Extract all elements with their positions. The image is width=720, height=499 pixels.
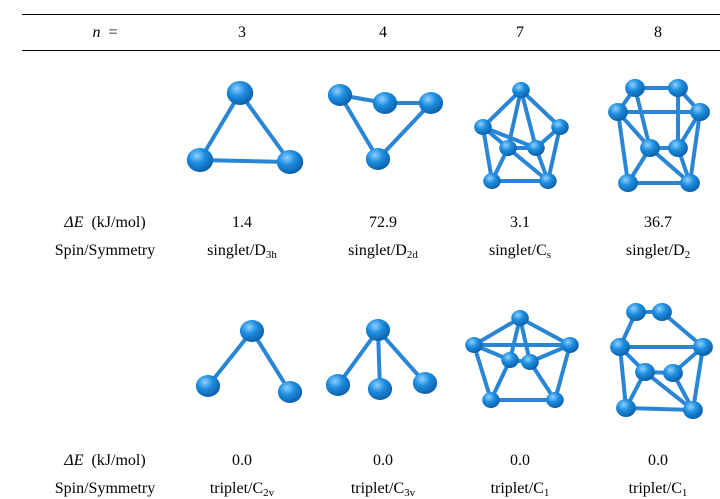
atom xyxy=(227,81,253,105)
delta-e-value: 72.9 xyxy=(313,213,453,233)
atom xyxy=(521,354,539,370)
bond xyxy=(620,347,626,408)
symmetry-text: triplet/C xyxy=(491,480,544,497)
symmetry-value: triplet/C2v xyxy=(172,479,312,499)
atom xyxy=(512,82,530,98)
atom xyxy=(482,392,500,408)
symmetry-value: triplet/C1 xyxy=(588,479,720,499)
bond xyxy=(555,345,570,400)
delta-e-symbol: ΔE xyxy=(64,452,83,469)
atom xyxy=(196,375,220,397)
symmetry-text: singlet/D xyxy=(348,242,407,259)
bond xyxy=(200,160,290,162)
symmetry-subscript: 2 xyxy=(685,249,691,261)
symmetry-text: triplet/C xyxy=(629,480,682,497)
atom xyxy=(683,401,703,419)
symmetry-text: triplet/C xyxy=(351,480,404,497)
symmetry-subscript: 1 xyxy=(544,487,550,499)
symmetry-value: singlet/Cs xyxy=(450,241,590,261)
symmetry-value: singlet/D2d xyxy=(313,241,453,261)
atom xyxy=(277,150,303,174)
atom xyxy=(465,337,483,353)
atom xyxy=(413,372,437,394)
symmetry-subscript: 3h xyxy=(266,249,277,261)
symmetry-subscript: 3v xyxy=(404,487,415,499)
delta-e-value: 0.0 xyxy=(450,451,590,471)
atom xyxy=(608,103,628,121)
atom xyxy=(610,338,630,356)
table-figure: n = 3478ΔE (kJ/mol)Spin/Symmetry1.472.93… xyxy=(0,0,720,493)
delta-e-value: 0.0 xyxy=(588,451,720,471)
delta-e-unit: (kJ/mol) xyxy=(91,214,145,231)
atom xyxy=(187,148,213,172)
delta-e-label: ΔE (kJ/mol) xyxy=(20,451,190,471)
atom xyxy=(527,140,545,156)
atom xyxy=(328,84,352,106)
delta-e-unit: (kJ/mol) xyxy=(91,452,145,469)
atom xyxy=(625,79,645,97)
atom xyxy=(616,399,636,417)
atom xyxy=(366,319,390,341)
atom xyxy=(626,303,646,321)
symmetry-text: singlet/C xyxy=(489,242,547,259)
atom xyxy=(419,92,443,114)
atom xyxy=(668,139,688,157)
symmetry-value: triplet/C1 xyxy=(450,479,590,499)
bond xyxy=(474,345,491,400)
symmetry-subscript: s xyxy=(547,249,551,261)
atom xyxy=(668,79,688,97)
delta-e-value: 3.1 xyxy=(450,213,590,233)
atom xyxy=(539,173,557,189)
symmetry-text: singlet/D xyxy=(207,242,266,259)
atom xyxy=(680,174,700,192)
symmetry-text: triplet/C xyxy=(210,480,263,497)
bond xyxy=(240,93,290,162)
atom xyxy=(511,310,529,326)
symmetry-value: singlet/D3h xyxy=(172,241,312,261)
delta-e-value: 0.0 xyxy=(313,451,453,471)
symmetry-value: singlet/D2 xyxy=(588,241,720,261)
column-header: 3 xyxy=(172,23,312,43)
column-header: 4 xyxy=(313,23,453,43)
column-header: 7 xyxy=(450,23,590,43)
symmetry-subscript: 1 xyxy=(682,487,688,499)
atom xyxy=(501,352,519,368)
symmetry-subscript: 2v xyxy=(263,487,274,499)
atom xyxy=(690,103,710,121)
atom xyxy=(652,303,672,321)
atom xyxy=(663,364,683,382)
atom xyxy=(551,119,569,135)
atom xyxy=(635,363,655,381)
atom xyxy=(640,139,660,157)
delta-e-value: 1.4 xyxy=(172,213,312,233)
atom xyxy=(474,119,492,135)
delta-e-value: 36.7 xyxy=(588,213,720,233)
atom xyxy=(693,338,713,356)
symmetry-value: triplet/C3v xyxy=(313,479,453,499)
symmetry-subscript: 2d xyxy=(407,249,418,261)
atom xyxy=(546,392,564,408)
symmetry-label: Spin/Symmetry xyxy=(20,241,190,261)
atom xyxy=(240,320,264,342)
atom xyxy=(366,148,390,170)
symmetry-text: singlet/D xyxy=(626,242,685,259)
atom xyxy=(368,378,392,400)
bond xyxy=(626,408,693,410)
atom xyxy=(483,173,501,189)
column-header: 8 xyxy=(588,23,720,43)
atom xyxy=(326,374,350,396)
delta-e-label: ΔE (kJ/mol) xyxy=(20,213,190,233)
atom xyxy=(373,92,397,114)
delta-e-symbol: ΔE xyxy=(64,214,83,231)
symmetry-label: Spin/Symmetry xyxy=(20,479,190,499)
atom xyxy=(561,337,579,353)
atom xyxy=(499,140,517,156)
delta-e-value: 0.0 xyxy=(172,451,312,471)
atom xyxy=(278,381,302,403)
atom xyxy=(618,174,638,192)
